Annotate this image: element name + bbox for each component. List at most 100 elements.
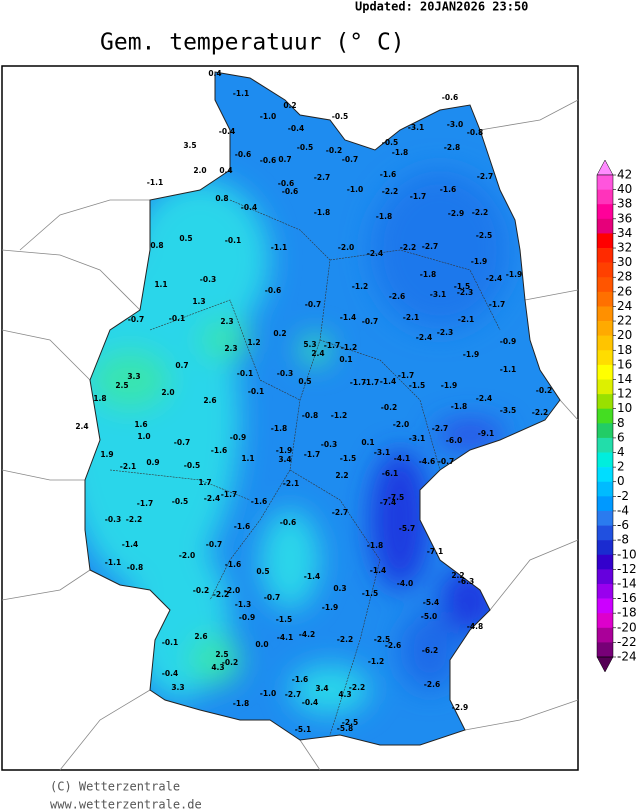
station-value: -1.9 (471, 257, 487, 266)
station-value: 0.7 (278, 155, 291, 164)
station-value: -2.1 (283, 479, 299, 488)
station-value: -5.0 (421, 612, 437, 621)
station-value: -1.8 (420, 270, 436, 279)
station-value: -4.0 (397, 579, 413, 588)
station-value: 0.4 (208, 69, 221, 78)
station-value: 0.8 (215, 194, 228, 203)
station-value: -4.6 (419, 457, 435, 466)
station-value: -2.0 (338, 243, 354, 252)
colorbar-label: 10 (617, 401, 632, 415)
station-value: -2.2 (400, 243, 416, 252)
station-value: -1.7 (137, 499, 153, 508)
station-value: -2.2 (337, 635, 353, 644)
station-value: -0.5 (297, 143, 313, 152)
station-value: -1.4 (380, 377, 396, 386)
station-value: -1.2 (368, 657, 384, 666)
station-value: -2.3 (457, 288, 473, 297)
colorbar-label: -20 (617, 620, 637, 634)
station-value: -1.6 (380, 170, 396, 179)
station-value: -0.1 (248, 387, 264, 396)
station-value: -1.9 (322, 603, 338, 612)
station-value: -1.8 (367, 541, 383, 550)
station-value: -2.7 (314, 173, 330, 182)
station-value: -0.2 (381, 403, 397, 412)
colorbar-label: 42 (617, 168, 632, 182)
colorbar-band (597, 583, 613, 599)
station-value: -2.6 (389, 292, 405, 301)
station-value: -0.9 (239, 613, 255, 622)
colorbar-label: 28 (617, 270, 632, 284)
station-value: -0.9 (500, 337, 516, 346)
colorbar-band (597, 569, 613, 585)
station-value: 0.8 (150, 241, 163, 250)
station-value: -2.2 (213, 590, 229, 599)
station-value: -0.6 (442, 93, 458, 102)
station-value: -1.5 (409, 381, 425, 390)
colorbar-band (597, 452, 613, 468)
station-value: -0.6 (278, 179, 294, 188)
colorbar-band (597, 613, 613, 629)
station-value: -2.2 (349, 683, 365, 692)
station-value: -2.2 (126, 515, 142, 524)
station-labels: 0.4 -1.1 0.2 -1.0 -0.5 -0.4 -0.6 -3.1 -3.0 -0.8 -0… (75, 69, 552, 734)
station-value: 0.0 (255, 640, 268, 649)
map-title: Gem. temperatuur (° C) (100, 30, 405, 56)
station-value: -0.4 (219, 127, 235, 136)
station-value: 0.2 (283, 101, 296, 110)
station-value: -0.8 (127, 563, 143, 572)
colorbar-label: -12 (617, 562, 637, 576)
station-value: 0.9 (146, 458, 159, 467)
station-value: -1.7 (489, 300, 505, 309)
station-value: -1.5 (340, 454, 356, 463)
station-value: -2.1 (458, 315, 474, 324)
station-value: -2.0 (224, 586, 240, 595)
station-value: -0.1 (169, 314, 185, 323)
station-value: -2.6 (424, 680, 440, 689)
station-value: -1.9 (506, 270, 522, 279)
station-value: -2.4 (204, 494, 220, 503)
station-value: 1.1 (154, 280, 167, 289)
station-value: -2.8 (444, 143, 460, 152)
station-value: -1.4 (122, 540, 138, 549)
station-value: -2.2 (472, 208, 488, 217)
station-value: 0.5 (179, 234, 192, 243)
station-value: -1.0 (260, 689, 276, 698)
colorbar-label: 6 (617, 430, 625, 444)
colorbar-label: -6 (617, 518, 629, 532)
station-value: -0.7 (128, 315, 144, 324)
station-value: -2.9 (448, 209, 464, 218)
colorbar-band (597, 496, 613, 512)
station-value: -2.0 (393, 420, 409, 429)
station-value: 4.3 (211, 663, 224, 672)
station-value: -2.5 (342, 718, 358, 727)
colorbar-band (597, 306, 613, 322)
colorbar-band (597, 379, 613, 395)
station-value: -1.6 (292, 675, 308, 684)
colorbar-label: 26 (617, 284, 632, 298)
station-value: -1.8 (314, 208, 330, 217)
station-value: -1.7 (363, 378, 379, 387)
colorbar: 424038363432302826242220181614121086420-… (596, 159, 637, 673)
colorbar-band (597, 540, 613, 556)
station-value: -0.5 (382, 138, 398, 147)
station-value: -5.7 (399, 524, 415, 533)
station-value: -2.7 (332, 508, 348, 517)
station-value: -0.8 (302, 411, 318, 420)
station-value: -2.7 (432, 424, 448, 433)
station-value: -0.4 (288, 124, 304, 133)
station-value: 2.6 (194, 632, 207, 641)
station-value: -2.4 (416, 333, 432, 342)
station-value: 3.5 (183, 141, 196, 150)
station-value: -6.3 (458, 577, 474, 586)
station-value: -0.5 (184, 461, 200, 470)
station-value: -0.9 (230, 433, 246, 442)
country-border (84, 71, 561, 746)
colorbar-band (597, 481, 613, 497)
copyright: (C) Wetterzentrale (50, 780, 180, 794)
colorbar-band (597, 394, 613, 409)
station-value: -0.2 (222, 658, 238, 667)
station-value: 2.2 (451, 571, 464, 580)
station-value: 2.3 (220, 317, 233, 326)
station-value: -0.3 (200, 275, 216, 284)
